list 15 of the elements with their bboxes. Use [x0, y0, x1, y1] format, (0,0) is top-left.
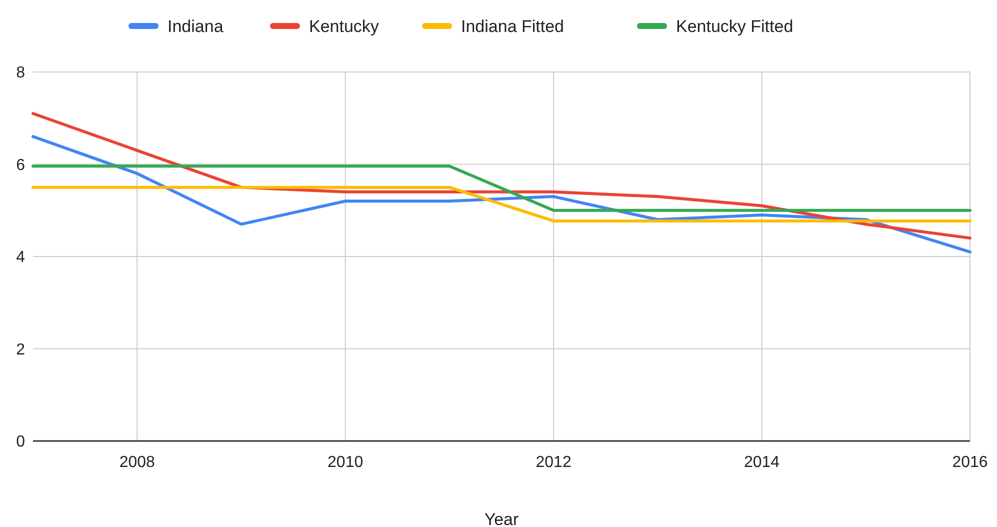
- y-tick-label: 0: [16, 434, 26, 451]
- y-tick-label: 2: [16, 341, 26, 358]
- legend-label: Kentucky: [309, 16, 380, 36]
- x-axis-title: Year: [484, 510, 520, 527]
- y-tick-label: 4: [16, 249, 26, 266]
- x-tick-label: 2016: [952, 454, 988, 471]
- x-tick-label: 2012: [536, 454, 572, 471]
- legend-label: Indiana Fitted: [461, 16, 564, 36]
- x-tick-label: 2008: [119, 454, 156, 471]
- y-tick-label: 6: [16, 156, 26, 174]
- y-tick-label: 8: [16, 64, 26, 82]
- x-tick-label: 2014: [744, 454, 780, 471]
- legend-label: Kentucky Fitted: [676, 16, 794, 36]
- x-tick-label: 2010: [328, 454, 364, 471]
- legend-label: Indiana: [168, 16, 224, 36]
